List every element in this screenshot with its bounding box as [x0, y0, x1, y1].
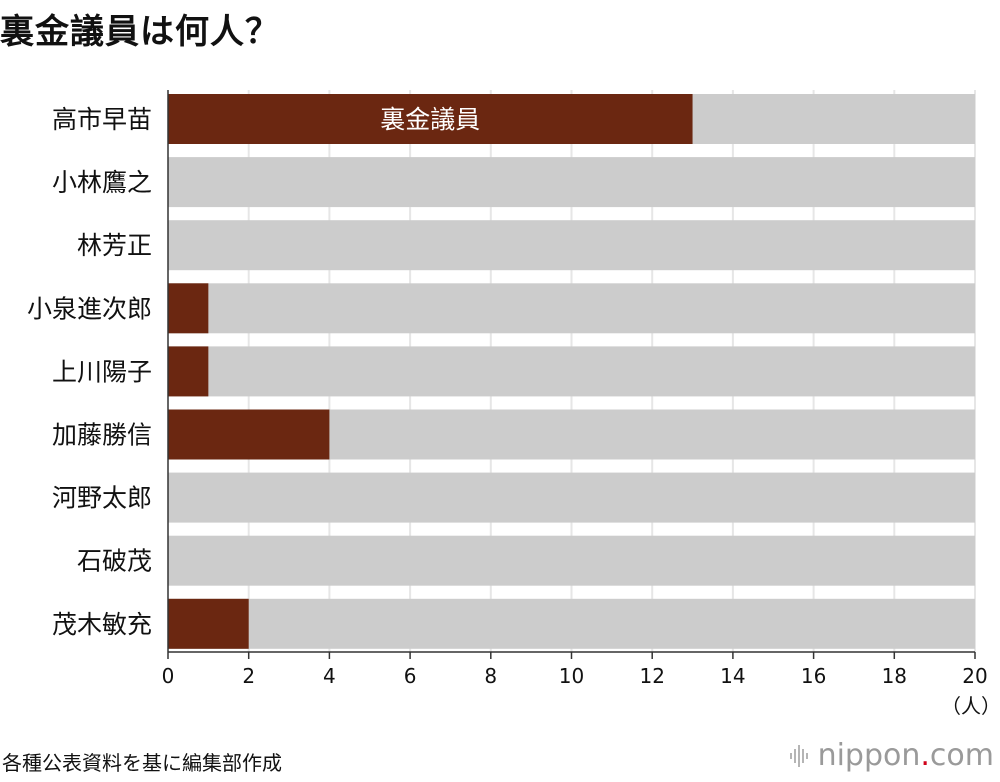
x-tick-label: 12 [639, 664, 664, 688]
x-tick-label: 6 [404, 664, 417, 688]
bar-value [168, 94, 693, 144]
x-tick-label: 4 [323, 664, 336, 688]
source-note: 各種公表資料を基に編集部作成 [2, 751, 282, 775]
x-tick-label: 0 [162, 664, 175, 688]
x-tick-label: 14 [720, 664, 745, 688]
category-label: 林芳正 [77, 231, 152, 260]
bar-value [168, 598, 249, 649]
bar-background [168, 535, 975, 586]
brand-suffix: com [929, 738, 994, 773]
chart-title: 裏金議員は何人？ [0, 12, 280, 52]
category-label: 河野太郎 [52, 484, 152, 513]
value-bars [168, 94, 693, 649]
x-axis: 0 2 4 6 8 10 12 14 16 18 20 （人） [162, 90, 1000, 718]
bar-background [168, 157, 975, 208]
category-label: 茂木敏充 [52, 610, 152, 639]
x-tick-label: 20 [962, 664, 987, 688]
brand-logo[interactable]: nippon.com [789, 738, 994, 773]
bar-background [168, 472, 975, 523]
category-label: 高市早苗 [52, 105, 152, 134]
category-label: 小林鷹之 [52, 168, 152, 197]
brand-dot: . [920, 738, 930, 773]
background-bars [168, 94, 975, 649]
x-tick-label: 18 [882, 664, 907, 688]
x-tick-label: 10 [559, 664, 584, 688]
nippon-logo-icon [789, 744, 808, 767]
x-tick-label: 16 [801, 664, 826, 688]
bar-background [168, 346, 975, 397]
bar-value [168, 283, 209, 334]
x-axis-unit: （人） [941, 694, 1000, 718]
bar-annotations: 裏金議員 [380, 105, 480, 134]
category-label: 石破茂 [77, 547, 152, 576]
bar-background [168, 220, 975, 271]
bar-value [168, 409, 330, 460]
brand-name: nippon [817, 738, 921, 773]
bar-series-label: 裏金議員 [380, 105, 480, 134]
x-tick-label: 2 [242, 664, 255, 688]
bar-background [168, 283, 975, 334]
bar-value [168, 346, 209, 397]
category-label: 加藤勝信 [52, 421, 152, 450]
category-label: 小泉進次郎 [27, 294, 152, 323]
bar-background [168, 598, 975, 649]
brand-text: nippon.com [818, 738, 994, 773]
category-label: 上川陽子 [52, 357, 152, 386]
x-tick-label: 8 [484, 664, 497, 688]
